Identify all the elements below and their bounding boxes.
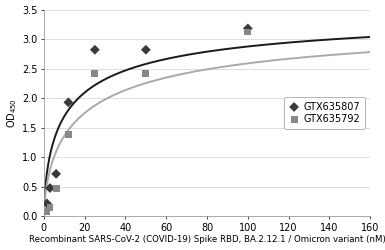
GTX635807: [92, 48, 98, 52]
GTX635807: [47, 186, 53, 190]
X-axis label: Recombinant SARS-CoV-2 (COVID-19) Spike RBD, BA.2.12.1 / Omicron variant (nM): Recombinant SARS-CoV-2 (COVID-19) Spike …: [29, 236, 385, 244]
GTX635792: [53, 186, 59, 190]
GTX635792: [44, 210, 50, 214]
GTX635792: [92, 72, 98, 76]
GTX635807: [143, 48, 149, 52]
Y-axis label: OD$_{450}$: OD$_{450}$: [5, 98, 19, 128]
Legend: GTX635807, GTX635792: GTX635807, GTX635792: [285, 97, 365, 129]
GTX635792: [245, 30, 251, 34]
GTX635807: [44, 202, 50, 205]
GTX635807: [245, 26, 251, 30]
GTX635807: [53, 172, 59, 176]
GTX635807: [65, 100, 72, 104]
GTX635792: [65, 133, 72, 137]
GTX635792: [143, 72, 149, 76]
GTX635792: [47, 206, 53, 210]
